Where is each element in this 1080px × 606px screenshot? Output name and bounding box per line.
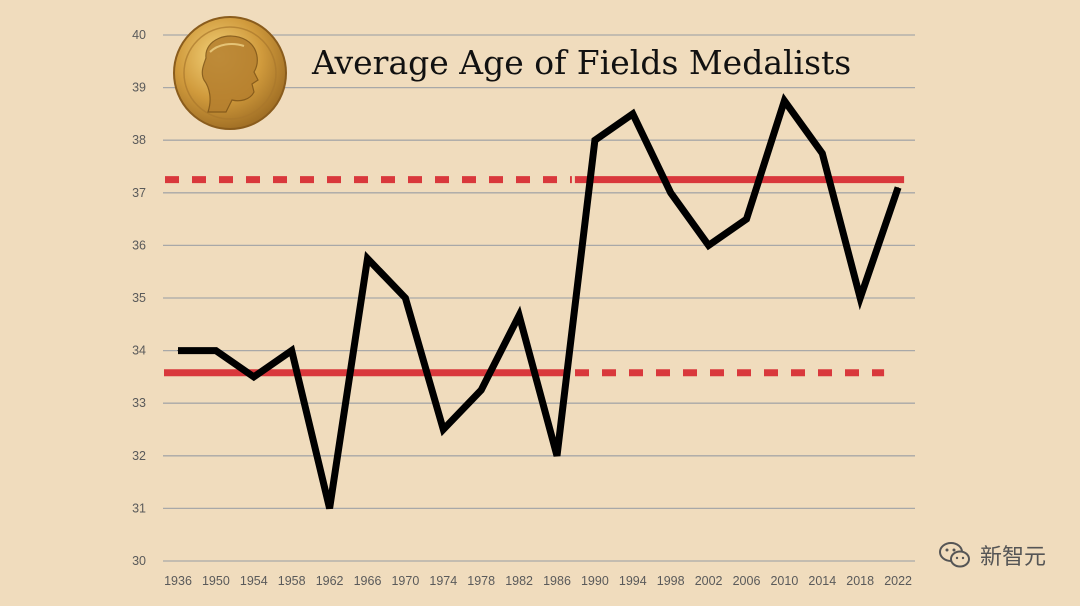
reference-lines (164, 176, 905, 377)
y-tick-label: 39 (132, 81, 146, 95)
y-tick-label: 33 (132, 396, 146, 410)
data-point (404, 297, 406, 299)
data-point (708, 244, 710, 246)
x-tick-label: 1966 (354, 574, 382, 588)
data-point (670, 192, 672, 194)
data-point (556, 455, 558, 457)
y-tick-label: 32 (132, 449, 146, 463)
data-point (859, 297, 861, 299)
y-tick-label: 38 (132, 133, 146, 147)
x-axis-ticks: 1936 1950 1954 1958 1962 1966 1970 1974 1978 1982… (164, 574, 912, 588)
watermark: 新智元 (938, 538, 1046, 572)
x-tick-label: 1998 (657, 574, 685, 588)
series-layer (177, 93, 902, 510)
series-line-0 (178, 93, 902, 510)
data-point (897, 187, 899, 189)
x-tick-label: 1958 (278, 574, 306, 588)
data-point (746, 218, 747, 220)
y-axis-ticks: 30 31 32 33 34 35 36 37 38 39 40 (132, 28, 146, 568)
x-tick-label: 2010 (770, 574, 798, 588)
y-tick-label: 34 (132, 344, 146, 358)
gridlines (163, 34, 915, 562)
data-point (783, 100, 785, 102)
chart-title: Average Age of Fields Medalists (311, 43, 851, 82)
x-tick-label: 2014 (808, 574, 836, 588)
x-tick-label: 1986 (543, 574, 571, 588)
y-tick-label: 31 (132, 501, 146, 515)
wechat-icon (938, 542, 970, 568)
data-point (480, 389, 482, 391)
data-point (215, 350, 217, 352)
x-tick-label: 1970 (391, 574, 419, 588)
y-tick-label: 30 (132, 554, 146, 568)
x-tick-label: 2006 (733, 574, 761, 588)
data-point (329, 507, 331, 509)
data-point (518, 314, 520, 316)
data-point (177, 350, 179, 352)
x-tick-label: 1962 (316, 574, 344, 588)
x-tick-label: 2022 (884, 574, 912, 588)
fields-medal-icon (173, 16, 287, 130)
x-tick-label: 1978 (467, 574, 495, 588)
y-tick-label: 40 (132, 28, 146, 42)
y-tick-label: 36 (132, 238, 146, 252)
data-point (291, 350, 293, 352)
x-tick-label: 1954 (240, 574, 268, 588)
data-point (367, 258, 368, 260)
x-tick-label: 2002 (695, 574, 723, 588)
data-point (594, 139, 596, 141)
x-tick-label: 1994 (619, 574, 647, 588)
data-point (632, 113, 634, 115)
y-tick-label: 37 (132, 186, 146, 200)
x-tick-label: 1982 (505, 574, 533, 588)
x-tick-label: 1936 (164, 574, 192, 588)
data-point (253, 376, 255, 378)
watermark-text: 新智元 (979, 545, 1046, 570)
x-tick-label: 1974 (429, 574, 457, 588)
x-tick-label: 1990 (581, 574, 609, 588)
data-point (442, 429, 444, 430)
x-tick-label: 1950 (202, 574, 230, 588)
data-point (821, 152, 823, 154)
x-tick-label: 2018 (846, 574, 874, 588)
y-tick-label: 35 (132, 291, 146, 305)
